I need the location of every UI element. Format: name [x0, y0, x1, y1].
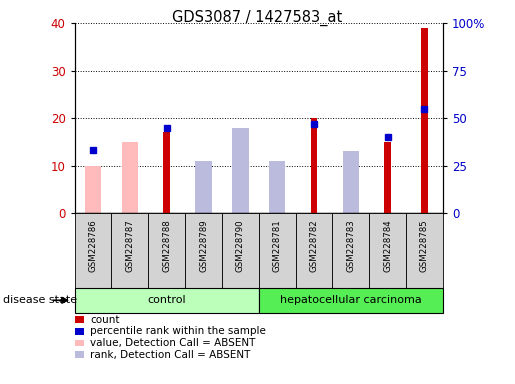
- Bar: [163, 132, 170, 213]
- Text: GSM228782: GSM228782: [310, 219, 318, 272]
- Bar: [148, 213, 185, 288]
- Bar: [384, 142, 391, 213]
- Bar: [333, 213, 369, 288]
- Bar: [296, 213, 332, 288]
- Bar: [311, 118, 317, 213]
- Text: GSM228783: GSM228783: [347, 219, 355, 272]
- Bar: [232, 127, 249, 213]
- Bar: [85, 166, 101, 213]
- Text: disease state: disease state: [3, 295, 77, 305]
- Text: GDS3087 / 1427583_at: GDS3087 / 1427583_at: [173, 10, 342, 26]
- Bar: [195, 173, 212, 213]
- Bar: [369, 213, 406, 288]
- Bar: [259, 288, 443, 313]
- Bar: [421, 28, 428, 213]
- Bar: [406, 213, 443, 288]
- Text: GSM228781: GSM228781: [273, 219, 282, 272]
- Text: GSM228787: GSM228787: [126, 219, 134, 272]
- Bar: [269, 177, 285, 213]
- Bar: [185, 213, 222, 288]
- Text: value, Detection Call = ABSENT: value, Detection Call = ABSENT: [90, 338, 255, 348]
- Text: GSM228784: GSM228784: [383, 219, 392, 272]
- Bar: [269, 161, 285, 213]
- Bar: [342, 151, 359, 213]
- Bar: [222, 213, 259, 288]
- Text: GSM228785: GSM228785: [420, 219, 429, 272]
- Text: GSM228788: GSM228788: [162, 219, 171, 272]
- Bar: [342, 166, 359, 213]
- Text: rank, Detection Call = ABSENT: rank, Detection Call = ABSENT: [90, 349, 250, 359]
- Text: hepatocellular carcinoma: hepatocellular carcinoma: [280, 295, 422, 306]
- Bar: [232, 142, 249, 213]
- Bar: [259, 213, 296, 288]
- Bar: [195, 161, 212, 213]
- Text: percentile rank within the sample: percentile rank within the sample: [90, 326, 266, 336]
- Text: control: control: [147, 295, 186, 306]
- Text: GSM228786: GSM228786: [89, 219, 97, 272]
- Text: GSM228789: GSM228789: [199, 219, 208, 272]
- Bar: [122, 142, 138, 213]
- Bar: [75, 288, 259, 313]
- Text: GSM228790: GSM228790: [236, 219, 245, 272]
- Bar: [75, 213, 111, 288]
- Text: count: count: [90, 315, 119, 325]
- Bar: [111, 213, 148, 288]
